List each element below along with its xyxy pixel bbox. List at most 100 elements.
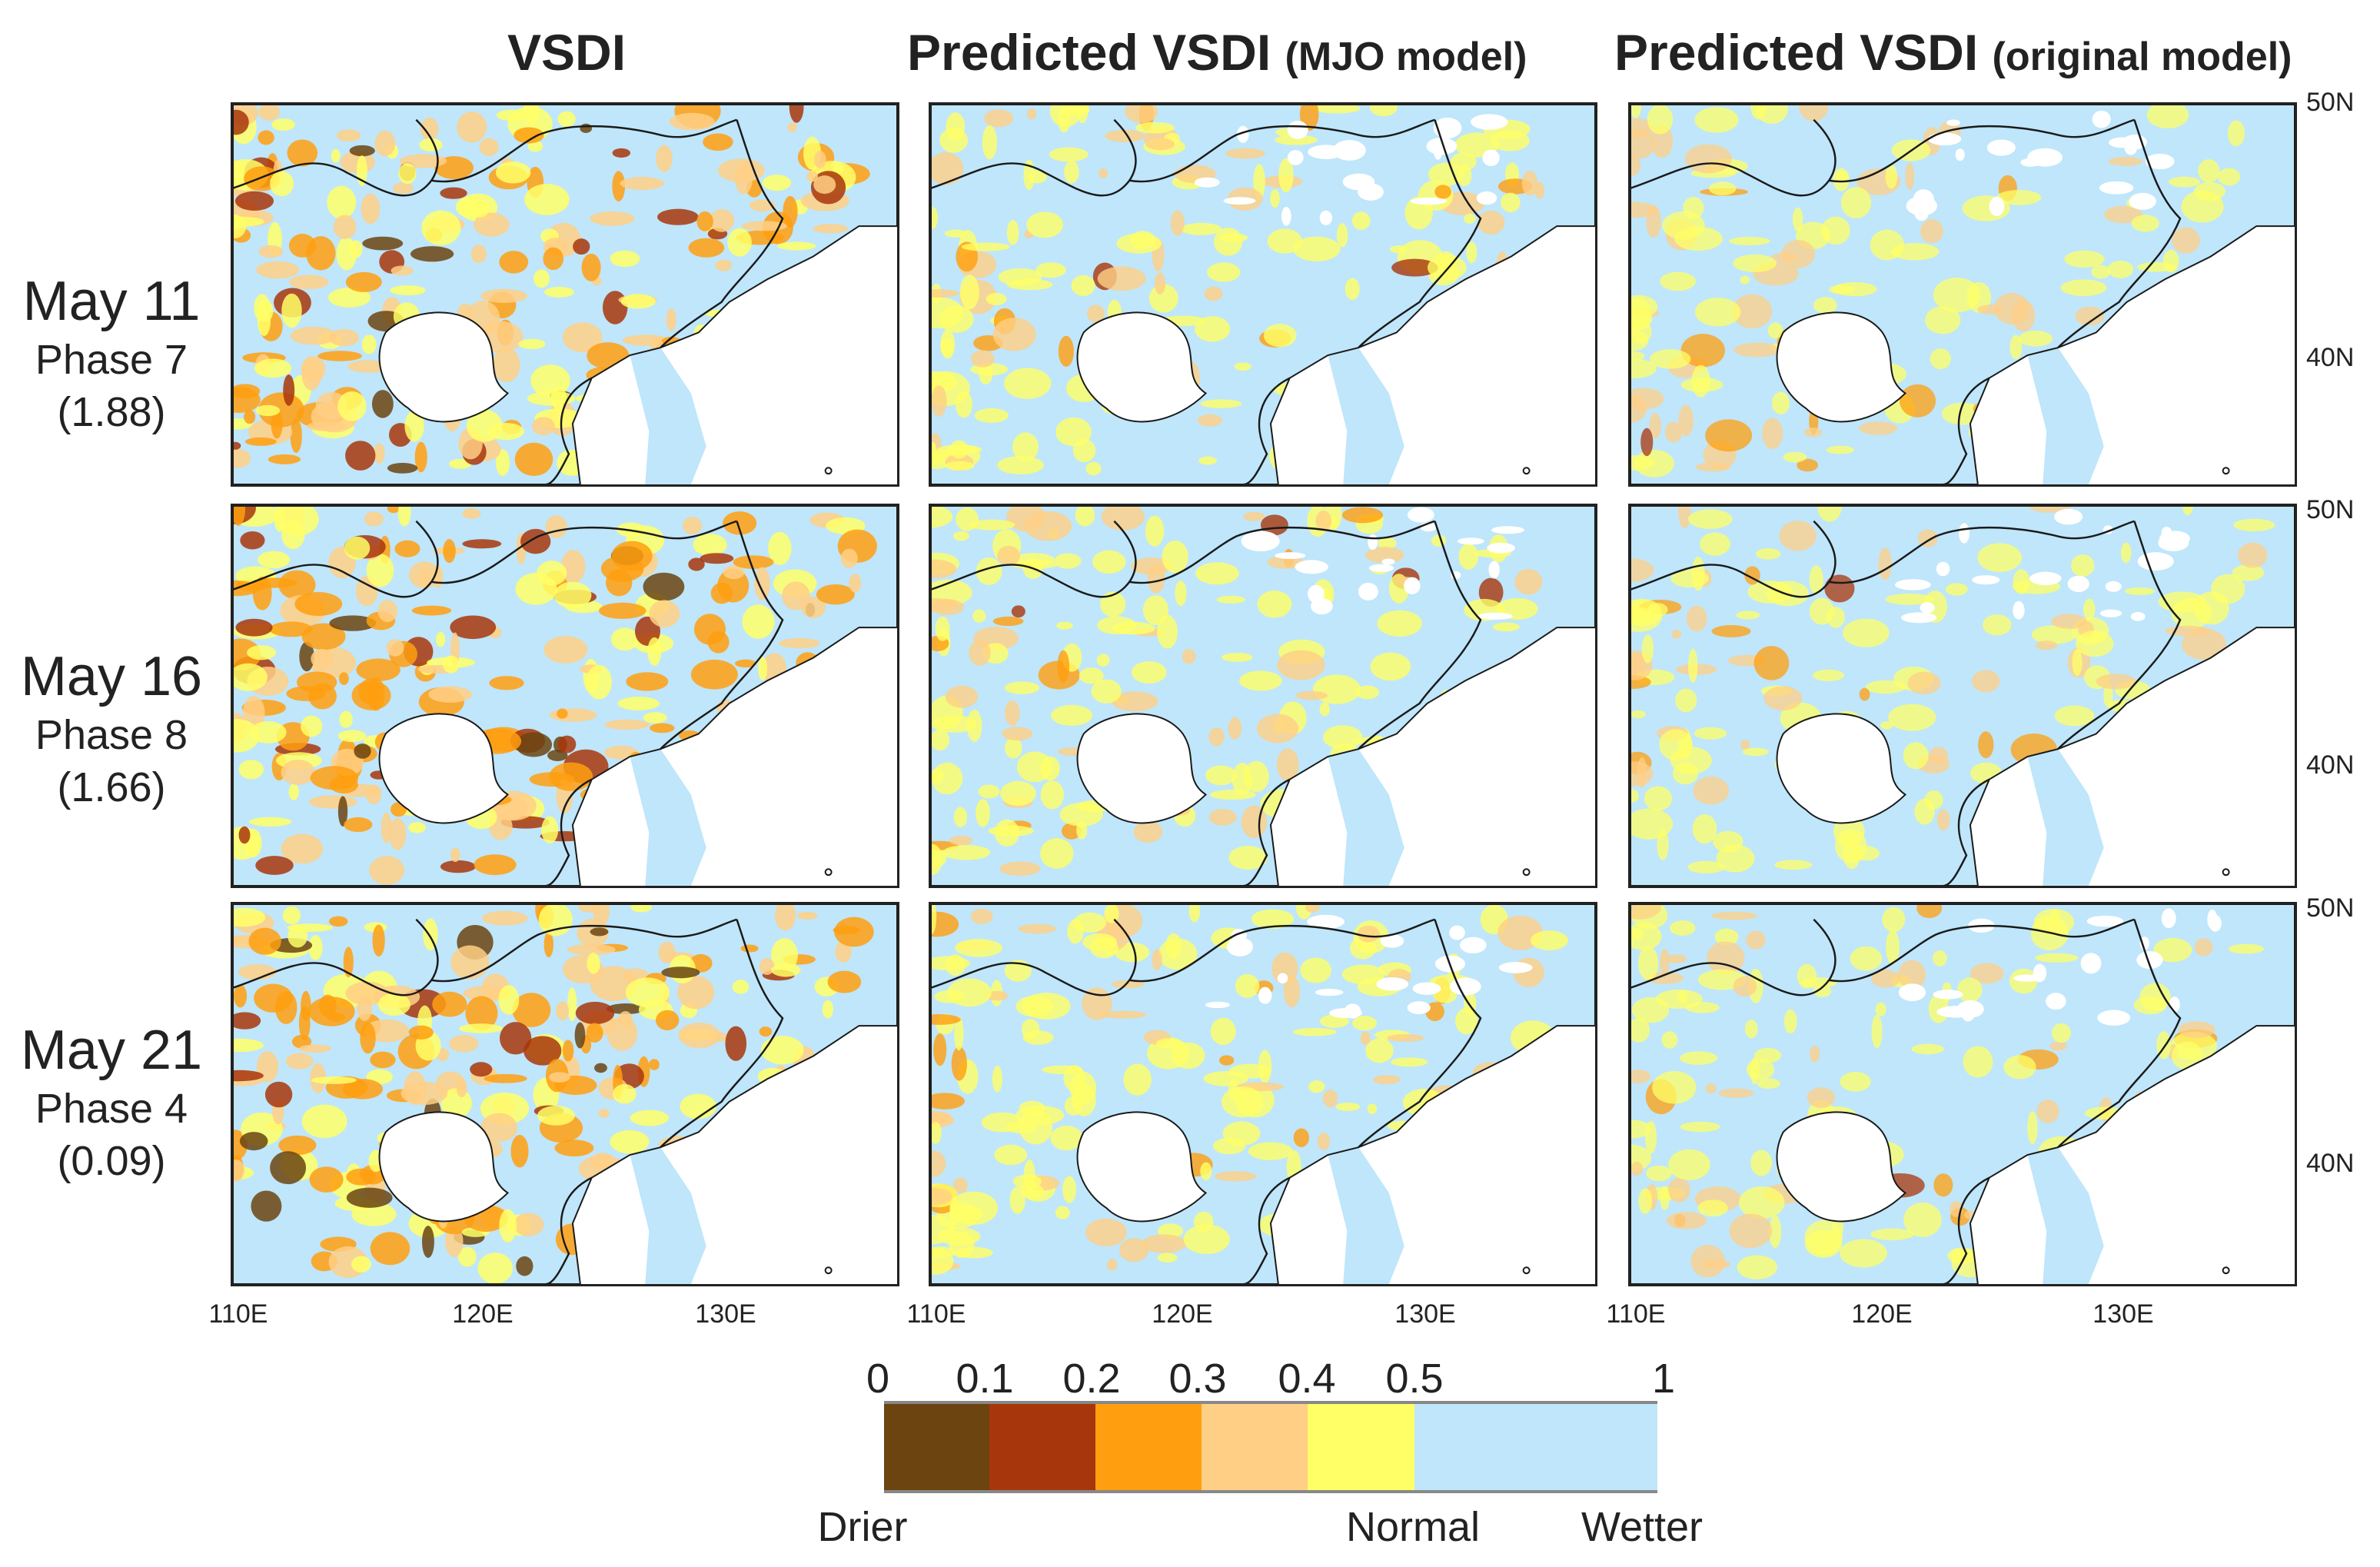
lat-label-50n: 50N (2306, 495, 2355, 524)
dryness-patch (244, 437, 277, 446)
dryness-patch (574, 1022, 586, 1049)
dryness-patch (1170, 210, 1185, 236)
dryness-patch (514, 127, 544, 144)
dryness-patch (254, 983, 293, 1013)
dryness-patch (693, 614, 726, 645)
bohai-sea (1076, 311, 1208, 423)
no-data-patch (2099, 181, 2134, 195)
dryness-patch (419, 138, 443, 151)
dryness-patch (371, 390, 394, 418)
dryness-patch (1040, 780, 1064, 810)
dryness-patch (1009, 1186, 1025, 1214)
dryness-patch (2035, 953, 2079, 963)
dryness-patch (931, 1093, 965, 1110)
dryness-patch (1933, 277, 1981, 313)
dryness-patch (281, 293, 302, 328)
dryness-patch (1750, 1149, 1773, 1176)
dryness-patch (1019, 1110, 1053, 1145)
dryness-patch (1630, 1120, 1651, 1139)
dryness-patch (612, 148, 631, 158)
dryness-patch (361, 334, 377, 354)
dryness-patch (806, 171, 819, 182)
dryness-patch (477, 1253, 513, 1284)
no-data-patch (1358, 582, 1378, 601)
dryness-patch (1870, 1228, 1914, 1241)
dryness-patch (688, 238, 725, 258)
dryness-patch (1063, 1065, 1085, 1092)
dryness-patch (337, 730, 367, 743)
dryness-patch (992, 616, 1024, 627)
dryness-patch (625, 977, 670, 1008)
dryness-patch (1792, 207, 1803, 231)
dryness-patch (669, 112, 715, 131)
dryness-patch (498, 985, 520, 1015)
dryness-patch (309, 1166, 344, 1193)
colorbar-tick: 0.2 (1062, 1356, 1121, 1402)
dryness-patch (1680, 1051, 1718, 1065)
lon-label-130e: 130E (2092, 1299, 2154, 1329)
country-border (931, 118, 1137, 197)
dryness-patch (394, 540, 420, 557)
dryness-patch (1365, 1038, 1394, 1063)
dryness-patch (1840, 1239, 1887, 1268)
dryness-patch (1729, 237, 1770, 246)
no-data-patch (1989, 196, 2005, 217)
dryness-patch (1671, 629, 1682, 639)
dryness-patch (946, 112, 966, 141)
dryness-patch (258, 245, 284, 258)
dryness-patch (294, 592, 343, 617)
no-data-patch (2136, 950, 2163, 970)
dryness-patch (1687, 860, 1725, 873)
dryness-patch (1097, 266, 1146, 291)
dryness-patch (283, 374, 295, 406)
dryness-patch (244, 409, 256, 424)
dryness-patch (462, 539, 502, 549)
map-panel-r1-original (1628, 102, 2297, 487)
country-border (1243, 377, 1291, 484)
dryness-patch (931, 843, 942, 876)
no-data-patch (1958, 523, 1970, 544)
korean-peninsula (630, 1147, 706, 1284)
dryness-patch (661, 966, 700, 979)
dryness-patch (974, 408, 1009, 423)
dryness-patch (1930, 348, 1951, 370)
dryness-patch (703, 133, 733, 151)
dryness-patch (387, 462, 418, 474)
country-border (1243, 1176, 1291, 1284)
dryness-patch (1156, 1038, 1182, 1049)
no-data-patch (1281, 206, 1291, 226)
dryness-patch (758, 657, 768, 680)
dryness-patch (249, 720, 287, 744)
dryness-patch (301, 1104, 347, 1139)
dryness-patch (343, 947, 354, 978)
dryness-patch (537, 561, 567, 586)
dryness-patch (1197, 414, 1222, 427)
dryness-patch (1135, 121, 1175, 134)
dryness-patch (1378, 537, 1397, 550)
dryness-patch (1275, 135, 1318, 145)
dryness-patch (1200, 1162, 1212, 1181)
map-panel-r1-mjo (929, 102, 1597, 487)
dryness-patch (1028, 169, 1048, 184)
dryness-patch (1466, 241, 1478, 264)
dryness-patch (2076, 630, 2114, 657)
dryness-patch (994, 819, 1020, 847)
dryness-patch (1434, 185, 1451, 199)
dryness-patch (994, 1144, 1028, 1166)
dryness-patch (1804, 1220, 1843, 1256)
dryness-patch (398, 163, 417, 185)
dryness-patch (1195, 562, 1239, 585)
country-border (2057, 119, 2182, 349)
coastline (233, 904, 897, 1284)
colorbar-class-5 (1414, 1404, 1657, 1490)
dryness-patch (1813, 985, 1832, 998)
dryness-patch (533, 269, 550, 288)
dryness-patch (1055, 1206, 1070, 1219)
dryness-patch (602, 291, 628, 324)
country-border (1630, 918, 1837, 996)
dryness-patch (1005, 737, 1022, 759)
dryness-patch (1085, 1218, 1127, 1246)
dryness-patch (1899, 384, 1936, 418)
dryness-patch (1428, 255, 1467, 281)
dryness-patch (650, 723, 675, 734)
